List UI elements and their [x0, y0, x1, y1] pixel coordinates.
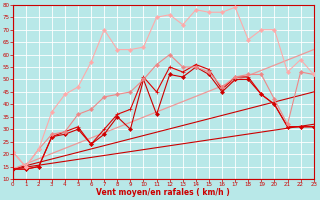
X-axis label: Vent moyen/en rafales ( km/h ): Vent moyen/en rafales ( km/h ): [96, 188, 230, 197]
